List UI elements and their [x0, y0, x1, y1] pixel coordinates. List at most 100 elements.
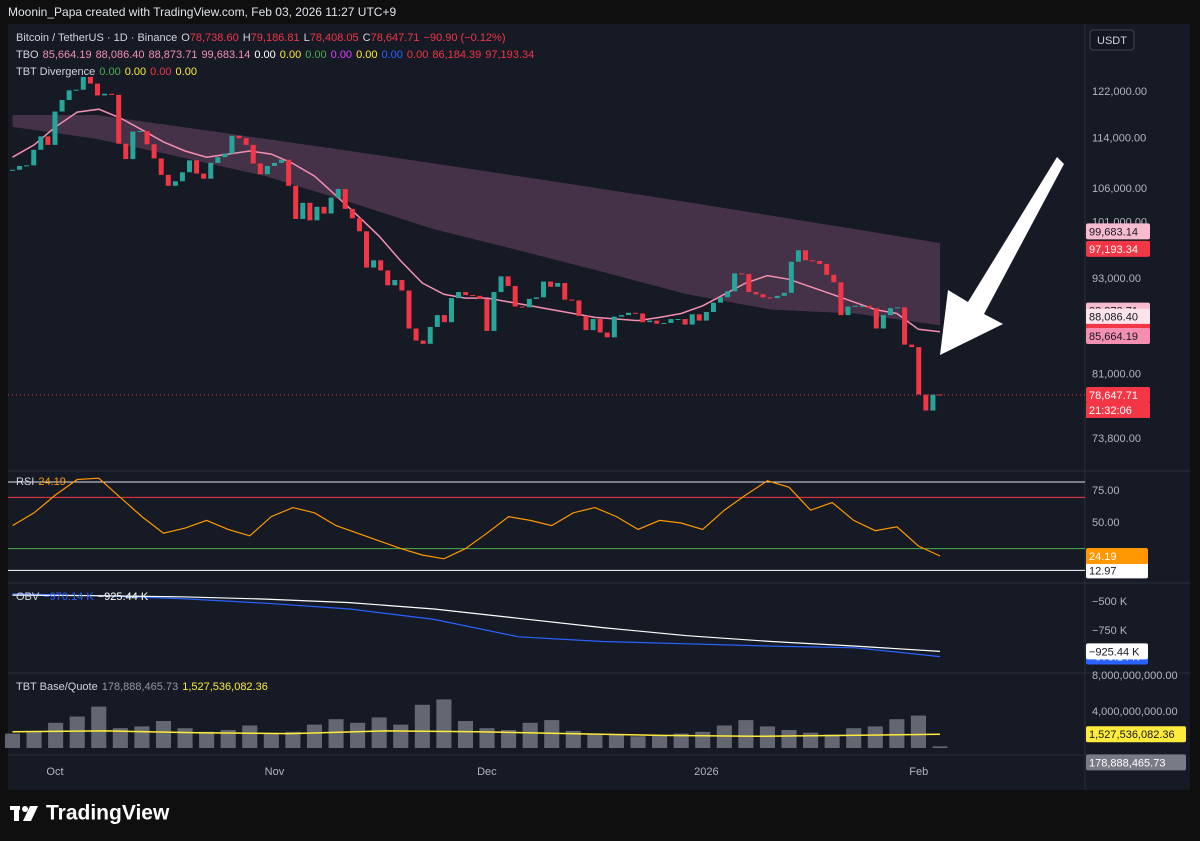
volume-ma	[12, 730, 941, 738]
candle	[109, 93, 115, 95]
candle	[541, 281, 547, 298]
tbo-value: 86,184.39	[432, 49, 482, 61]
volume-bar	[781, 730, 797, 748]
rsi-legend: RSI 24.19	[16, 476, 70, 488]
divergence-name: TBT Divergence	[16, 66, 96, 78]
x-tick-label: Dec	[477, 766, 497, 778]
candle	[781, 292, 787, 296]
candle	[172, 181, 178, 186]
candle	[151, 144, 157, 159]
volume-bar	[414, 704, 430, 748]
y-tick-label: 106,000.00	[1092, 183, 1147, 195]
candle	[102, 93, 108, 96]
candle	[229, 135, 235, 154]
tbo-value: 0.00	[305, 49, 327, 61]
series-line	[12, 594, 941, 652]
volume-bar	[91, 706, 107, 748]
volume-bar	[134, 726, 150, 748]
candle	[293, 185, 299, 219]
ohlc-value: 78,408.05	[309, 32, 359, 44]
logo-wedge	[23, 806, 38, 821]
candle	[463, 292, 469, 296]
candle	[87, 76, 93, 84]
volume-bar	[846, 728, 862, 748]
volume-value: 178,888,465.73	[101, 681, 179, 693]
candle	[597, 319, 603, 333]
candle	[194, 160, 200, 174]
candle	[661, 322, 667, 324]
volume-bar	[522, 722, 538, 748]
candle	[264, 165, 270, 175]
candle	[505, 276, 511, 287]
candle	[831, 274, 837, 283]
rsi-name: RSI	[16, 476, 35, 488]
y-tick-label: 4,000,000,000.00	[1092, 706, 1178, 718]
volume-bar	[738, 720, 754, 748]
volume-bar	[759, 726, 775, 748]
x-tick-label: 2026	[694, 766, 718, 778]
candle	[519, 306, 525, 308]
y-tick-label: 73,800.00	[1092, 433, 1141, 445]
x-tick-label: Nov	[265, 766, 285, 778]
tbo-value: 0.00	[356, 49, 378, 61]
candle	[902, 307, 908, 345]
logo-dot	[22, 806, 28, 812]
ohlc-key: H	[242, 32, 251, 44]
candle	[250, 144, 256, 164]
candle	[94, 83, 100, 96]
volume-bar	[910, 715, 926, 748]
ohlc-value: 78,647.71	[370, 32, 420, 44]
candle	[300, 202, 306, 219]
price-tag	[1086, 328, 1150, 345]
candle	[477, 295, 483, 299]
candle	[243, 138, 249, 145]
volume-bar	[824, 734, 840, 748]
candle	[385, 270, 391, 286]
candle	[788, 261, 794, 293]
volume-bar	[48, 722, 64, 748]
candle	[604, 332, 610, 338]
price-tag-label: 24.19	[1089, 551, 1117, 563]
candle	[45, 136, 51, 145]
candle	[38, 136, 44, 150]
candle	[923, 394, 929, 411]
divergence-value: 0.00	[175, 66, 197, 78]
symbol: Bitcoin / TetherUS · 1D · Binance	[16, 32, 178, 44]
tbo-value: 0.00	[406, 49, 429, 61]
candle	[526, 298, 532, 308]
ohlc-value: 78,738.60	[189, 32, 239, 44]
y-tick-label: 81,000.00	[1092, 369, 1141, 381]
volume-bar	[457, 721, 474, 748]
cloud-band	[12, 115, 940, 326]
divergence-value: 0.00	[99, 66, 121, 78]
y-tick-label: 114,000.00	[1092, 133, 1146, 145]
volume-bar	[4, 733, 21, 748]
ohlc-key: O	[181, 32, 190, 44]
candle	[569, 299, 575, 301]
candle	[618, 315, 624, 317]
volume-bar	[350, 722, 366, 748]
candle	[448, 298, 454, 323]
volume-bar	[393, 724, 409, 748]
logo-stem	[14, 806, 19, 821]
candle	[739, 273, 745, 275]
candle	[611, 316, 617, 338]
candle	[31, 149, 37, 166]
series-line	[12, 593, 941, 658]
candle	[158, 158, 164, 175]
candle	[760, 294, 766, 298]
tbo-value: 97,193.34	[485, 49, 535, 61]
tbo-legend: TBO 85,664.19 88,086.40 88,873.71 99,683.14 0…	[16, 49, 538, 61]
price-tag-label: 78,647.71	[1089, 390, 1138, 402]
candle	[144, 130, 150, 145]
candle	[222, 153, 228, 158]
obv-value: −970.14 K	[43, 591, 94, 603]
y-tick-label: 75.00	[1092, 485, 1120, 497]
tbo-value: 99,683.14	[201, 49, 251, 61]
candle	[356, 218, 362, 232]
y-tick-label: 8,000,000,000.00	[1092, 670, 1178, 682]
candle	[314, 206, 320, 221]
volume-bar	[889, 719, 905, 748]
candle	[802, 250, 808, 261]
candle	[817, 261, 823, 264]
